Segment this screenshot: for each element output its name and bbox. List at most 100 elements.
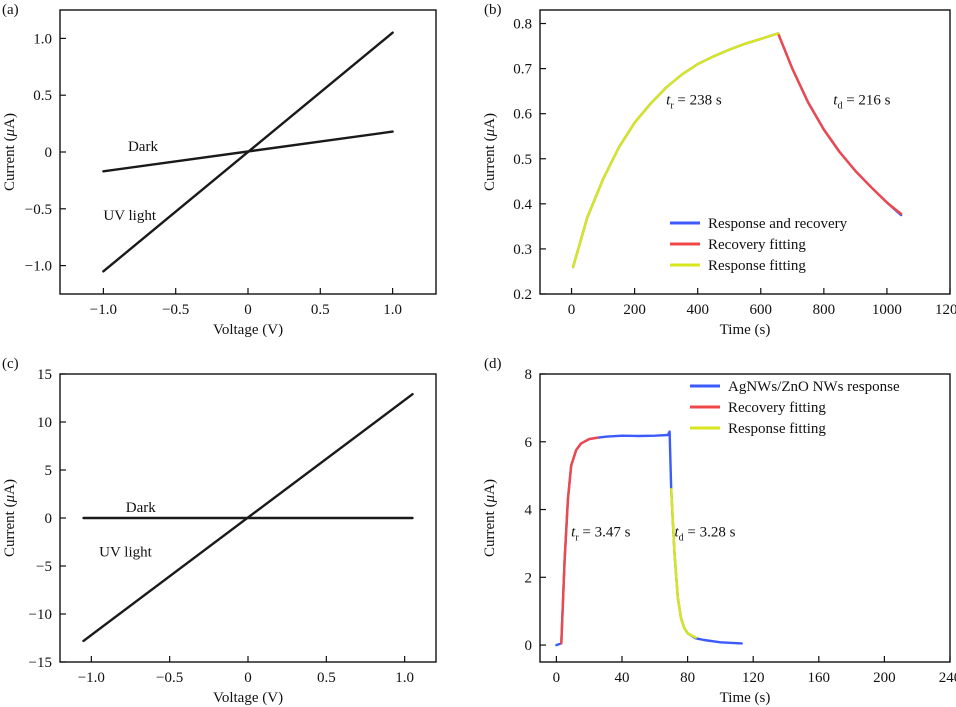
x-tick-label: 0 <box>568 302 576 318</box>
annotation-symbol: t <box>666 93 671 109</box>
y-tick-label: 0 <box>45 511 53 527</box>
annotation-value: = 3.28 s <box>684 525 736 541</box>
annotation-1: td = 3.28 s <box>674 525 735 544</box>
x-tick-label: −0.5 <box>162 302 189 318</box>
annotation-subscript: d <box>837 101 842 112</box>
series-line-1 <box>102 31 394 273</box>
y-tick-label: 0.3 <box>513 242 532 258</box>
legend: AgNWs/ZnO NWs response Recovery fitting Re… <box>690 379 900 437</box>
y-tick-label: −5 <box>36 559 52 575</box>
y-tick-label: −1.0 <box>25 259 52 275</box>
annotation-value: = 216 s <box>842 93 890 109</box>
y-tick-label: 5 <box>45 463 53 479</box>
annotation-subscript: d <box>679 533 684 544</box>
annotation-subscript: r <box>575 533 579 544</box>
legend-entry: Response fitting <box>728 421 826 437</box>
x-tick-label: 400 <box>686 302 709 318</box>
y-axis-label: Current (μA) <box>482 113 498 191</box>
y-axis-label-mu: μ <box>2 128 18 137</box>
annotation-1: td = 216 s <box>833 93 890 112</box>
annotation-value: = 3.47 s <box>579 525 631 541</box>
x-tick-label: 200 <box>623 302 646 318</box>
y-tick-label: 0.5 <box>33 88 52 104</box>
y-tick-label: −15 <box>29 655 52 671</box>
y-tick-label: 8 <box>525 367 533 383</box>
series-line-1 <box>560 436 599 645</box>
y-tick-label: 0 <box>525 638 533 654</box>
panel-label: (a) <box>2 2 19 18</box>
y-tick-label: 0 <box>45 145 53 161</box>
y-axis-label-mu: μ <box>482 128 498 137</box>
x-tick-label: −1.0 <box>90 302 117 318</box>
x-tick-label: −0.5 <box>156 670 183 686</box>
x-axis-label: Time (s) <box>720 690 771 706</box>
y-tick-label: 0.7 <box>513 62 532 78</box>
x-tick-label: 600 <box>750 302 773 318</box>
x-tick-label: 0.5 <box>311 302 330 318</box>
x-tick-label: 1.0 <box>395 670 414 686</box>
legend-entry: Recovery fitting <box>708 237 806 253</box>
y-axis-label-main: Current ( <box>482 502 498 557</box>
annotation-0: Dark <box>126 500 156 516</box>
x-axis-label: Voltage (V) <box>213 690 283 706</box>
x-tick-label: 160 <box>808 670 831 686</box>
y-axis-label-mu: μ <box>482 494 498 503</box>
x-tick-label: 0 <box>553 670 561 686</box>
x-tick-label: 240 <box>939 670 956 686</box>
y-axis-label-tail: A) <box>482 479 498 495</box>
y-axis-label-tail: A) <box>2 113 18 129</box>
y-tick-label: 0.8 <box>513 17 532 33</box>
y-axis-label-main: Current ( <box>2 502 18 557</box>
annotation-1: UV light <box>99 544 152 560</box>
annotation-0: Dark <box>128 139 158 155</box>
series-line-1 <box>82 393 414 643</box>
legend: Response and recovery Recovery fitting Res… <box>670 216 848 274</box>
annotation-subscript: r <box>670 101 674 112</box>
chart-panel-2: (c) −1.0 −0.5 0 0.5 1.0 −15 −10 −5 0 5 10 15 Voltage … <box>2 356 437 706</box>
annotation-value: = 238 s <box>674 93 722 109</box>
y-tick-label: 15 <box>37 367 52 383</box>
y-axis-label-tail: A) <box>2 479 18 495</box>
legend-entry: Recovery fitting <box>728 400 826 416</box>
series-line-2 <box>670 488 697 639</box>
legend-entry: Response and recovery <box>708 216 848 232</box>
legend-entry: AgNWs/ZnO NWs response <box>728 379 900 395</box>
y-axis-label-mu: μ <box>2 494 18 503</box>
series-line-1 <box>776 32 903 216</box>
y-tick-label: 1.0 <box>33 31 52 47</box>
y-tick-label: 0.4 <box>513 197 532 213</box>
y-tick-label: 10 <box>37 415 52 431</box>
plot-frame <box>539 9 951 295</box>
legend-entry: Response fitting <box>708 258 806 274</box>
y-tick-label: −0.5 <box>25 202 52 218</box>
y-axis-label: Current (μA) <box>2 113 18 191</box>
y-axis-label: Current (μA) <box>2 479 18 557</box>
panel-label: (d) <box>484 356 502 372</box>
x-axis-label: Time (s) <box>720 322 771 338</box>
y-tick-label: 2 <box>525 570 533 586</box>
x-tick-label: 800 <box>813 302 836 318</box>
x-axis-label: Voltage (V) <box>213 322 283 338</box>
x-tick-label: 120 <box>742 670 765 686</box>
plot-frame <box>539 373 951 663</box>
x-tick-label: −1.0 <box>78 670 105 686</box>
y-tick-label: 4 <box>525 503 533 519</box>
panel-label: (c) <box>2 356 19 372</box>
x-tick-label: 200 <box>873 670 896 686</box>
annotation-0: tr = 238 s <box>666 93 722 112</box>
annotation-symbol: t <box>833 93 838 109</box>
annotation-symbol: t <box>674 525 679 541</box>
annotation-symbol: t <box>571 525 576 541</box>
annotation-0: tr = 3.47 s <box>571 525 630 544</box>
x-tick-label: 1000 <box>872 302 902 318</box>
series-line-2 <box>571 32 780 269</box>
x-tick-label: 0.5 <box>317 670 336 686</box>
x-tick-label: 0 <box>244 302 252 318</box>
y-axis-label-main: Current ( <box>2 136 18 191</box>
y-axis-label: Current (μA) <box>482 479 498 557</box>
chart-panel-3: (d) 0 40 80 120 160 200 240 0 2 4 6 8 Time (s) Current… <box>482 356 956 706</box>
y-tick-label: 0.6 <box>513 107 532 123</box>
